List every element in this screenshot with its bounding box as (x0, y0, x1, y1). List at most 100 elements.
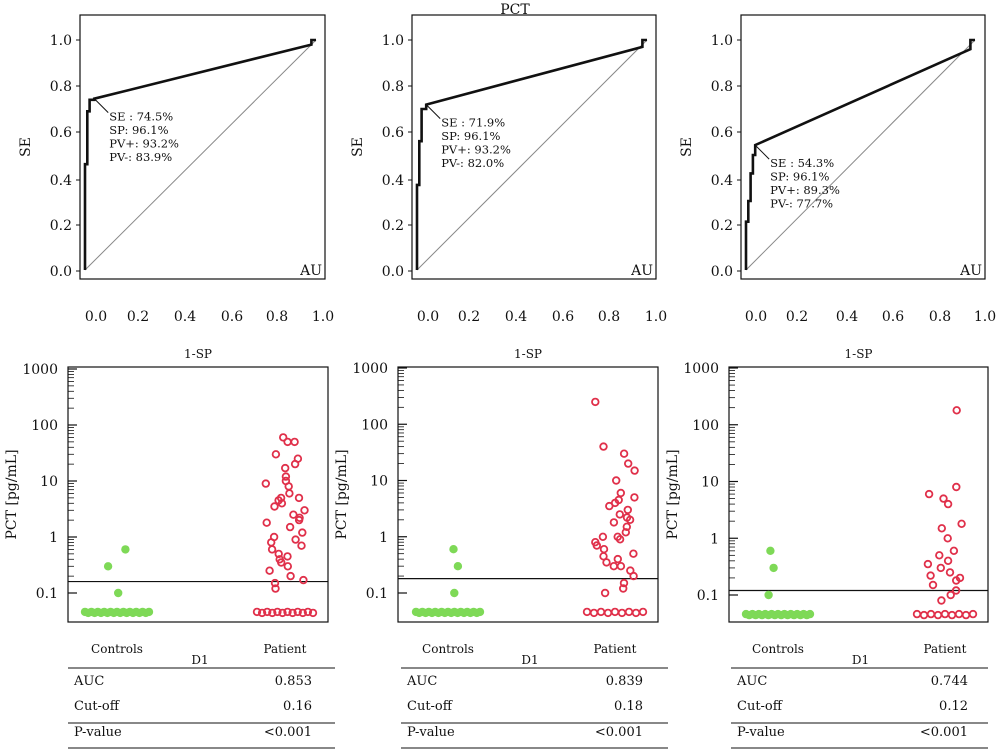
patient-point (622, 522, 631, 531)
dot-y-tick-label: 0.1 (366, 586, 388, 602)
patient-point (279, 433, 288, 442)
patient-point (283, 552, 292, 561)
patient-point (285, 489, 294, 498)
table-row-value: <0.001 (920, 725, 968, 740)
table-row-value: 0.853 (275, 674, 312, 689)
roc-x-tick-label: 0.0 (745, 309, 767, 325)
patient-point (308, 608, 318, 618)
patient-point (598, 532, 608, 541)
patient-point (939, 494, 948, 503)
patient-point (919, 610, 929, 620)
control-point (805, 609, 815, 619)
roc-y-axis-label: SE (350, 137, 366, 157)
dot-y-tick-label: 100 (692, 418, 719, 434)
patient-point (283, 607, 292, 617)
patient-point (589, 608, 599, 618)
patient-point (935, 551, 944, 560)
patient-point (617, 608, 627, 618)
control-point (450, 588, 459, 598)
roc-y-tick-label: 0.4 (382, 173, 404, 189)
control-point (769, 563, 778, 573)
patient-point (281, 472, 291, 481)
patient-point (274, 549, 283, 559)
patient-point (277, 499, 287, 508)
roc-y-tick-label: 1.0 (382, 33, 404, 49)
roc-x-tick-label: 0.0 (85, 309, 107, 325)
patient-point (943, 534, 952, 543)
patient-point (270, 578, 280, 588)
patient-point (267, 545, 277, 554)
dot-group-label: D1 (191, 653, 208, 667)
control-point (103, 562, 113, 571)
roc-annotation-line: PV-: 77.7% (770, 197, 833, 211)
roc-x-tick-label: 0.0 (417, 309, 439, 325)
roc-annotation-line: SP: 96.1% (109, 123, 168, 137)
dot-category-label: Controls (752, 642, 804, 656)
patient-point (619, 449, 629, 458)
roc-plot-frame (79, 14, 326, 280)
patient-point (621, 528, 630, 537)
patient-point (949, 546, 959, 555)
patient-point (602, 558, 611, 567)
patient-point (926, 609, 936, 619)
patient-point (940, 609, 950, 619)
patient-point (277, 558, 286, 567)
roc-plot-frame (740, 14, 986, 280)
patient-point (954, 609, 964, 619)
patient-point (600, 588, 610, 598)
roc-annotation-leader (93, 98, 109, 114)
patient-point (283, 562, 292, 571)
roc-corner-label: AU (959, 263, 982, 279)
patient-point (924, 489, 934, 499)
patient-point (943, 556, 953, 565)
roc-x-tick-label: 1.0 (645, 309, 667, 325)
dot-group-label: D1 (521, 653, 538, 667)
patient-point (629, 549, 638, 558)
dot-plot-frame (728, 366, 989, 623)
patient-point (261, 479, 270, 488)
roc-y-axis-label: SE (18, 137, 34, 157)
patient-point (300, 506, 309, 515)
patient-point (603, 608, 613, 618)
control-point (764, 590, 773, 600)
roc-annotation-leader (425, 104, 441, 119)
roc-x-axis-label: 1-SP (184, 347, 212, 361)
patient-point (290, 437, 299, 447)
patient-point (267, 538, 276, 547)
table-row-value: 0.16 (283, 699, 312, 714)
roc-annotation-line: SE : 54.3% (770, 156, 834, 170)
patient-point (951, 586, 961, 595)
patient-point (933, 610, 943, 620)
patient-point (599, 442, 608, 451)
patient-point (616, 562, 626, 571)
patient-point (298, 608, 307, 618)
dot-category-label: Patient (923, 642, 966, 656)
table-row-label: P-value (407, 725, 455, 740)
control-point (453, 562, 463, 571)
patient-point (599, 545, 609, 554)
patient-point (257, 608, 267, 618)
roc-x-tick-label: 0.6 (221, 309, 243, 325)
patient-point (271, 450, 281, 459)
dot-plot-frame (397, 366, 659, 623)
patient-point (619, 584, 628, 593)
roc-annotation-line: PV-: 82.0% (441, 156, 504, 170)
patient-point (615, 535, 625, 544)
patient-point (926, 571, 935, 580)
roc-annotation-leader (754, 144, 770, 160)
dot-y-tick-label: 1000 (683, 361, 719, 377)
dot-y-axis-label: PCT [pg/mL] (665, 449, 681, 539)
dot-y-tick-label: 1000 (352, 361, 388, 377)
dot-y-axis-label: PCT [pg/mL] (4, 449, 20, 539)
dot-category-label: Controls (91, 642, 143, 656)
patient-point (619, 578, 629, 588)
roc-curve (83, 38, 316, 270)
roc-x-tick-label: 0.4 (174, 309, 196, 325)
roc-annotation-line: SE : 74.5% (109, 110, 173, 124)
roc-y-tick-label: 0.0 (50, 264, 72, 280)
patient-point (294, 515, 304, 525)
control-point (449, 545, 458, 554)
roc-x-tick-label: 0.2 (458, 309, 480, 325)
patient-point (303, 607, 313, 617)
